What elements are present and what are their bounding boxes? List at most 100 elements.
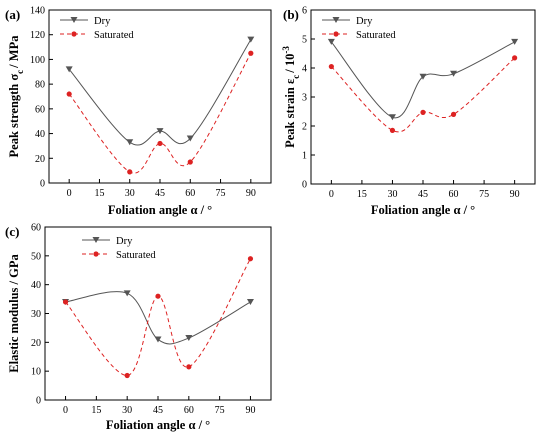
chart-panel-1: (a) 0 15 30 45 60 75 90 0 20 40 60 80 100 120 140 Foliat…: [5, 6, 272, 217]
y-tick-label: 0: [40, 179, 45, 190]
data-point: [247, 256, 254, 262]
panel-label: (c): [5, 224, 19, 239]
legend-label: Saturated: [94, 30, 134, 41]
y-axis-title: Peak strain εc/ 10-3: [281, 46, 301, 148]
data-point: [127, 169, 133, 175]
data-point: [154, 336, 162, 343]
legend-marker: [93, 251, 99, 257]
x-tick-label: 60: [185, 188, 195, 199]
series-saturated: [62, 256, 254, 379]
legend-label: Saturated: [116, 250, 156, 261]
plot-frame: [44, 226, 272, 401]
y-axis-title: Peak strength σc/ MPa: [7, 35, 25, 158]
series-line: [68, 53, 252, 174]
y-tick-label: 50: [31, 251, 41, 262]
legend-marker: [332, 17, 340, 23]
y-tick-label: 120: [30, 30, 45, 41]
plot-frame: [310, 9, 536, 185]
chart-panel-3: (c) 0 15 30 45 60 75 90 0 10 20 30 40 50 60 Foliation a…: [5, 223, 272, 432]
data-point: [62, 299, 69, 305]
y-tick-label: 0: [302, 180, 307, 191]
data-point: [155, 293, 161, 299]
x-tick-label: 0: [329, 189, 334, 200]
series-line: [65, 291, 251, 345]
data-point: [450, 111, 457, 117]
y-tick-label: 4: [302, 64, 307, 75]
legend-marker: [333, 31, 339, 37]
x-axis-title: Foliation angle α / °: [371, 203, 475, 217]
data-point: [65, 66, 73, 73]
legend-marker: [70, 17, 78, 23]
legend-label: Dry: [94, 16, 111, 27]
x-tick-label: 45: [155, 188, 165, 199]
plot-frame: [48, 9, 272, 184]
y-tick-label: 3: [302, 93, 307, 104]
data-point: [389, 127, 396, 133]
data-point: [124, 372, 130, 379]
series-saturated: [66, 50, 254, 175]
data-point: [450, 70, 458, 77]
data-point: [328, 63, 334, 70]
y-axis-title-unit: / MPa: [7, 35, 21, 69]
y-axis-title-main: Peak strain ε: [283, 78, 297, 148]
y-tick-label: 60: [31, 223, 41, 234]
panel-label: (b): [283, 7, 299, 22]
data-point: [327, 38, 335, 45]
legend-label: Saturated: [356, 30, 396, 41]
x-axis-title: Foliation angle α / °: [108, 203, 212, 217]
series-saturated: [328, 55, 518, 133]
x-tick-label: 90: [246, 188, 256, 199]
y-axis-title-superscript: -3: [281, 46, 291, 54]
x-tick-label: 60: [449, 189, 459, 200]
y-tick-label: 6: [302, 6, 307, 17]
data-point: [246, 298, 254, 305]
x-tick-label: 15: [357, 189, 367, 200]
y-tick-label: 0: [36, 396, 41, 407]
data-point: [186, 364, 192, 370]
y-axis-title: Elastic modulus / GPa: [7, 254, 21, 373]
series-line: [65, 258, 251, 376]
data-point: [420, 109, 426, 115]
y-axis-title-main: Peak strength σ: [7, 74, 21, 158]
data-point: [156, 128, 164, 135]
x-tick-label: 75: [215, 405, 225, 416]
legend: Dry Saturated: [322, 16, 396, 41]
legend: Dry Saturated: [60, 16, 134, 41]
panel-label: (a): [5, 7, 20, 22]
series-line: [330, 41, 515, 119]
y-tick-label: 40: [31, 280, 41, 291]
y-tick-label: 20: [31, 338, 41, 349]
data-point: [157, 140, 163, 147]
legend-label: Dry: [116, 236, 133, 247]
x-tick-label: 30: [122, 405, 132, 416]
y-tick-label: 80: [35, 80, 45, 91]
y-tick-label: 5: [302, 35, 307, 46]
y-tick-label: 20: [35, 154, 45, 165]
data-point: [388, 114, 396, 121]
x-tick-label: 15: [94, 188, 104, 199]
legend-label: Dry: [356, 16, 373, 27]
x-tick-label: 0: [67, 188, 72, 199]
x-tick-label: 45: [153, 405, 163, 416]
y-tick-label: 1: [302, 151, 307, 162]
legend: Dry Saturated: [82, 236, 156, 261]
y-axis-title-subscript: c: [15, 70, 25, 74]
y-tick-label: 100: [30, 55, 45, 66]
y-tick-label: 2: [302, 122, 307, 133]
x-tick-label: 30: [387, 189, 397, 200]
y-axis-title-subscript: c: [291, 75, 301, 79]
data-point: [123, 290, 131, 297]
y-tick-label: 30: [31, 309, 41, 320]
x-tick-label: 60: [184, 405, 194, 416]
data-point: [511, 38, 519, 45]
data-point: [187, 159, 193, 165]
data-point: [185, 335, 193, 342]
data-point: [66, 91, 72, 97]
y-tick-label: 60: [35, 104, 45, 115]
data-point: [126, 139, 134, 146]
x-tick-label: 30: [125, 188, 135, 199]
x-tick-label: 0: [63, 405, 68, 416]
legend-marker: [71, 31, 77, 37]
